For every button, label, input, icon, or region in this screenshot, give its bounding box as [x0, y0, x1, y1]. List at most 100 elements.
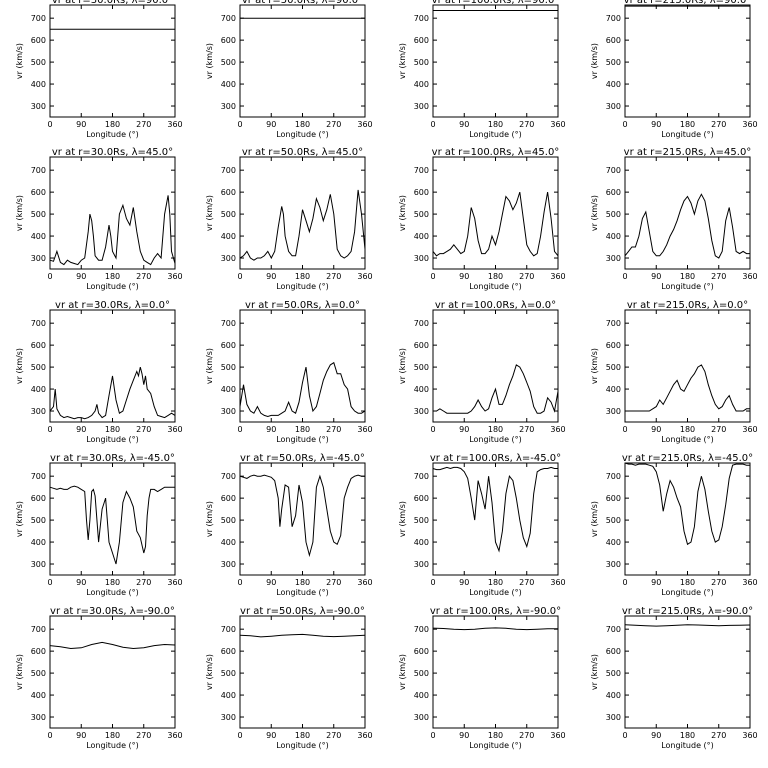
y-tick-label: 600 — [221, 494, 236, 503]
y-tick-label: 300 — [31, 254, 46, 263]
y-tick-label: 500 — [221, 516, 236, 525]
x-tick-label: 180 — [295, 731, 310, 740]
x-axis-label: Longitude (°) — [661, 282, 714, 291]
y-tick-label: 700 — [31, 14, 46, 23]
x-tick-label: 90 — [76, 272, 86, 281]
panel-7: vr at r=215.0Rs, λ=45.0° 0 90 180 270 360 300 4… — [590, 147, 758, 291]
series-line — [432, 466, 558, 553]
panel-14: vr at r=100.0Rs, λ=-45.0° 0 90 180 270 360 300… — [398, 453, 566, 597]
series-line — [49, 366, 176, 420]
y-tick-label: 300 — [31, 407, 46, 416]
y-tick-label: 500 — [414, 669, 429, 678]
plot-frame — [624, 615, 751, 729]
x-tick-label: 90 — [266, 120, 276, 129]
y-tick-label: 400 — [414, 80, 429, 89]
x-tick-label: 0 — [622, 578, 627, 587]
y-tick-label: 500 — [221, 58, 236, 67]
y-axis-label: vr (km/s) — [15, 195, 24, 231]
x-tick-label: 0 — [237, 578, 242, 587]
y-tick-label: 700 — [606, 625, 621, 634]
x-tick-label: 180 — [680, 272, 695, 281]
panel-title: vr at r=30.0Rs, λ=45.0° — [52, 147, 173, 158]
x-tick-label: 90 — [651, 731, 661, 740]
panel-8: vr at r=30.0Rs, λ=0.0° 0 90 180 270 360 300 400… — [15, 300, 183, 444]
panel-title: vr at r=215.0Rs, λ=-45.0° — [622, 453, 753, 464]
y-tick-label: 500 — [31, 516, 46, 525]
y-tick-label: 700 — [31, 472, 46, 481]
y-tick-label: 700 — [414, 472, 429, 481]
series-line — [433, 364, 559, 414]
plot-frame — [624, 4, 751, 118]
x-tick-label: 360 — [357, 578, 372, 587]
y-tick-label: 400 — [221, 538, 236, 547]
y-tick-label: 700 — [606, 166, 621, 175]
y-tick-label: 600 — [414, 647, 429, 656]
panel-4: vr at r=30.0Rs, λ=45.0° 0 90 180 270 360 300 40… — [15, 147, 183, 291]
y-tick-label: 500 — [31, 669, 46, 678]
y-tick-label: 400 — [31, 538, 46, 547]
x-tick-label: 90 — [76, 731, 86, 740]
y-tick-label: 500 — [31, 210, 46, 219]
y-axis-label: vr (km/s) — [398, 348, 407, 384]
y-tick-label: 400 — [31, 691, 46, 700]
plot-frame — [49, 309, 176, 423]
y-axis-label: vr (km/s) — [590, 43, 599, 79]
y-axis-label: vr (km/s) — [398, 43, 407, 79]
y-tick-label: 300 — [221, 407, 236, 416]
x-tick-label: 360 — [550, 425, 565, 434]
panel-title: vr at r=100.0Rs, λ=-90.0° — [430, 606, 561, 617]
y-tick-label: 700 — [31, 166, 46, 175]
x-tick-label: 180 — [105, 731, 120, 740]
panel-title: vr at r=30.0Rs, λ=90.0° — [52, 0, 173, 6]
y-tick-label: 400 — [606, 691, 621, 700]
x-tick-label: 270 — [326, 425, 341, 434]
x-tick-label: 90 — [76, 578, 86, 587]
y-tick-label: 400 — [606, 538, 621, 547]
x-tick-label: 360 — [167, 120, 182, 129]
y-axis-label: vr (km/s) — [398, 501, 407, 537]
plot-frame — [49, 462, 176, 576]
x-tick-label: 90 — [76, 425, 86, 434]
x-tick-label: 0 — [47, 120, 52, 129]
x-tick-label: 270 — [711, 425, 726, 434]
x-tick-label: 360 — [167, 272, 182, 281]
y-axis-label: vr (km/s) — [398, 654, 407, 690]
panel-title: vr at r=215.0Rs, λ=-90.0° — [622, 606, 753, 617]
plot-frame — [239, 4, 366, 118]
y-axis-label: vr (km/s) — [590, 348, 599, 384]
plot-frame — [624, 309, 751, 423]
x-tick-label: 0 — [622, 731, 627, 740]
y-tick-label: 400 — [414, 232, 429, 241]
plot-frame — [49, 4, 176, 118]
plot-frame — [432, 156, 559, 270]
series-line — [239, 361, 366, 418]
panel-title: vr at r=50.0Rs, λ=-90.0° — [240, 606, 365, 617]
x-axis-label: Longitude (°) — [469, 282, 522, 291]
x-tick-label: 360 — [357, 425, 372, 434]
x-tick-label: 180 — [488, 425, 503, 434]
y-tick-label: 500 — [414, 516, 429, 525]
x-tick-label: 270 — [136, 731, 151, 740]
y-tick-label: 600 — [606, 341, 621, 350]
y-tick-label: 600 — [606, 647, 621, 656]
x-tick-label: 270 — [519, 731, 534, 740]
y-axis-label: vr (km/s) — [205, 654, 214, 690]
y-tick-label: 600 — [31, 341, 46, 350]
panel-title: vr at r=30.0Rs, λ=0.0° — [55, 300, 170, 311]
x-tick-label: 0 — [237, 272, 242, 281]
plot-frame — [624, 156, 751, 270]
x-tick-label: 0 — [622, 425, 627, 434]
y-tick-label: 700 — [221, 319, 236, 328]
y-tick-label: 400 — [221, 385, 236, 394]
y-tick-label: 400 — [31, 232, 46, 241]
y-tick-label: 400 — [31, 385, 46, 394]
y-tick-label: 700 — [31, 319, 46, 328]
x-tick-label: 360 — [357, 120, 372, 129]
x-tick-label: 270 — [136, 120, 151, 129]
y-tick-label: 500 — [414, 363, 429, 372]
panel-10: vr at r=100.0Rs, λ=0.0° 0 90 180 270 360 300 40… — [398, 300, 566, 444]
y-tick-label: 300 — [414, 407, 429, 416]
series-line — [239, 474, 365, 558]
y-tick-label: 700 — [414, 625, 429, 634]
y-tick-label: 300 — [606, 713, 621, 722]
